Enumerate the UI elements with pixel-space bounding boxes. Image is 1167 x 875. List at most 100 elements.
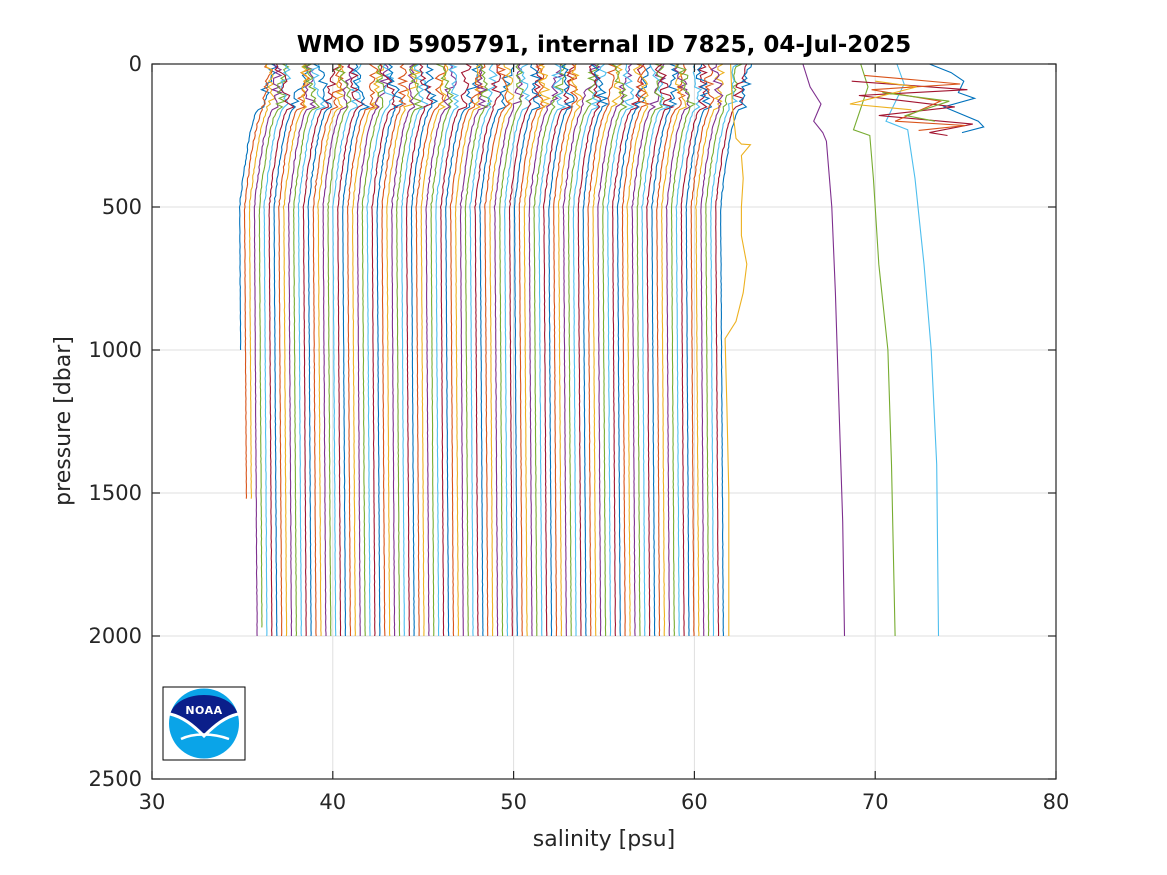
profile-line — [700, 63, 724, 637]
outlier-profile-line — [864, 74, 966, 131]
x-tick-label: 60 — [681, 790, 708, 814]
profile-line — [616, 63, 652, 637]
profile-line — [641, 63, 671, 637]
profile-line — [268, 63, 296, 636]
profile-line — [656, 63, 687, 637]
y-tick-label: 2000 — [89, 624, 142, 648]
profile-line — [597, 63, 633, 637]
profile-line — [690, 63, 715, 636]
profile-line — [263, 63, 292, 637]
profile-line — [715, 63, 748, 637]
profile-line — [577, 63, 601, 637]
profile-line — [337, 63, 365, 637]
noaa-logo: NOAA — [162, 686, 246, 761]
profile-line — [282, 63, 310, 637]
profile-line — [278, 63, 311, 637]
profile-line — [258, 63, 290, 628]
profile-line — [351, 63, 384, 637]
profile-line — [381, 63, 410, 637]
outlier-profile-line — [882, 92, 950, 122]
profile-line — [410, 63, 439, 637]
x-tick-label: 50 — [500, 790, 527, 814]
profile-line — [626, 63, 649, 637]
profile-line — [288, 63, 317, 636]
profile-line — [631, 63, 667, 637]
profile-line — [646, 63, 675, 636]
profile-line — [621, 63, 651, 637]
profile-line — [366, 63, 395, 636]
profile-line — [312, 63, 345, 637]
profile-line — [680, 63, 709, 636]
profile-line — [238, 63, 279, 351]
profile-line — [710, 63, 739, 637]
profile-line — [592, 63, 623, 637]
outlier-profile-line — [851, 80, 973, 137]
y-axis-label: pressure [dbar] — [51, 336, 76, 506]
profile-line — [391, 63, 416, 636]
x-axis-label: salinity [psu] — [533, 827, 675, 852]
profile-line — [243, 63, 273, 499]
profile-line — [670, 63, 697, 637]
profile-line — [587, 63, 616, 637]
profile-line — [553, 63, 579, 636]
profile-line — [464, 63, 492, 636]
profile-line — [327, 63, 352, 637]
profile-line — [504, 63, 531, 637]
profile-line — [557, 63, 584, 637]
profile-line — [307, 63, 333, 637]
profile-line — [439, 63, 472, 637]
outlier-profile-line — [724, 63, 752, 636]
profile-line — [430, 63, 455, 637]
profile-line — [484, 63, 511, 636]
profile-line — [528, 63, 565, 637]
y-tick-label: 0 — [129, 52, 142, 76]
profile-line — [302, 63, 341, 637]
profile-line — [322, 63, 356, 636]
profile-lines — [238, 63, 753, 637]
profile-line — [474, 63, 502, 637]
profile-line — [720, 63, 753, 636]
axis-ticks: 30 40 50 60 70 80 0 500 1000 1500 2000 2500 — [89, 52, 1070, 814]
profile-line — [371, 63, 399, 637]
x-tick-label: 80 — [1043, 790, 1070, 814]
profile-line — [508, 63, 543, 637]
chart-title: WMO ID 5905791, internal ID 7825, 04-Jul… — [297, 32, 912, 58]
x-tick-label: 40 — [319, 790, 346, 814]
profile-line — [415, 63, 447, 636]
profile-line — [567, 63, 600, 636]
profile-line — [386, 63, 422, 637]
profile-line — [356, 63, 393, 636]
y-tick-label: 500 — [102, 195, 142, 219]
profile-line — [396, 63, 424, 637]
outlier-profile-line — [802, 63, 846, 637]
profile-line — [449, 63, 486, 637]
profile-line — [661, 63, 687, 637]
profile-line — [297, 63, 327, 637]
profile-line — [548, 63, 575, 637]
profile-line — [675, 63, 703, 637]
profile-line — [538, 63, 567, 637]
x-tick-label: 30 — [139, 790, 166, 814]
noaa-logo-seagull — [170, 695, 238, 735]
outlier-profile-line — [885, 63, 940, 637]
profile-line — [602, 63, 628, 636]
profile-line — [606, 63, 635, 637]
profile-line — [651, 63, 680, 637]
profile-line — [665, 63, 691, 637]
profile-line — [425, 63, 457, 637]
profile-line — [542, 63, 577, 636]
profile-line — [454, 63, 484, 637]
profile-line — [293, 63, 321, 637]
profile-line — [273, 63, 308, 637]
y-tick-label: 2500 — [89, 767, 142, 791]
profile-line — [489, 63, 515, 636]
profile-line — [248, 63, 277, 499]
profile-line — [499, 63, 524, 637]
profile-line — [562, 63, 602, 637]
profile-line — [636, 63, 665, 636]
profile-line — [405, 63, 434, 636]
profile-line — [376, 63, 403, 637]
profile-line — [612, 63, 645, 637]
profile-line — [685, 63, 713, 637]
profile-line — [518, 63, 546, 637]
